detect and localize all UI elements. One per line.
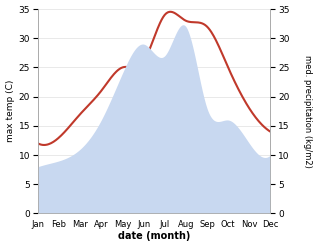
Y-axis label: max temp (C): max temp (C) [5,80,15,143]
Y-axis label: med. precipitation (kg/m2): med. precipitation (kg/m2) [303,55,313,168]
X-axis label: date (month): date (month) [118,231,190,242]
